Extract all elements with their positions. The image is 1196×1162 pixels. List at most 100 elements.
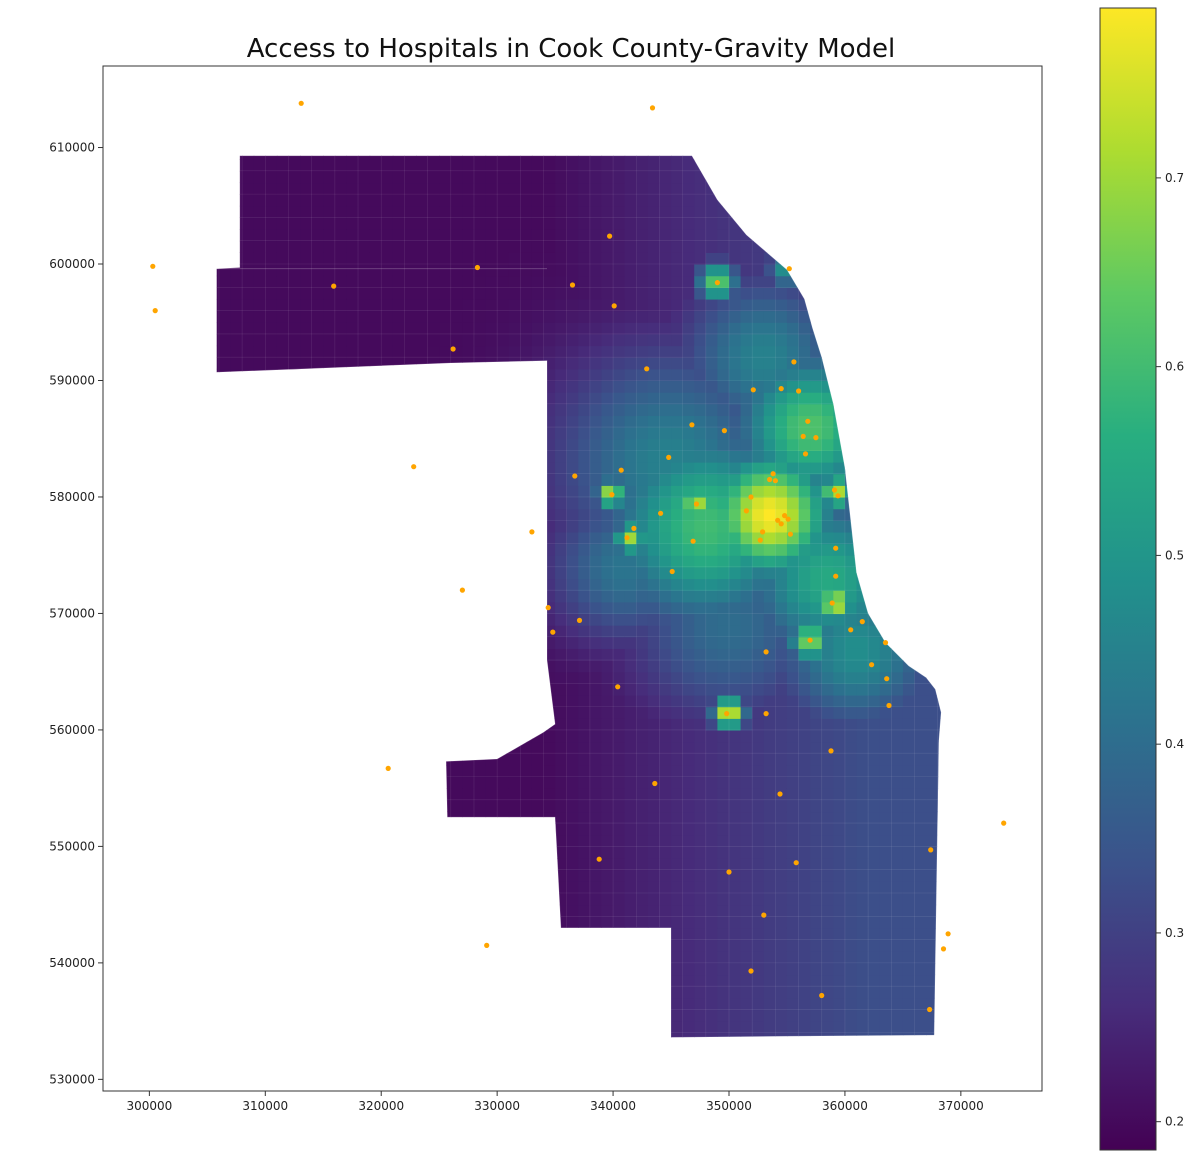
heat-cell xyxy=(601,264,614,277)
heat-cell xyxy=(856,450,869,463)
heat-cell xyxy=(914,252,927,265)
heat-cell xyxy=(566,380,579,393)
heat-cell xyxy=(508,462,521,475)
heat-cell xyxy=(798,718,811,731)
heat-cell xyxy=(740,799,753,813)
heat-cell xyxy=(485,264,498,277)
heat-cell xyxy=(381,753,394,766)
heat-cell xyxy=(589,155,603,160)
heat-cell xyxy=(671,648,684,661)
heat-cell xyxy=(694,939,707,952)
heat-cell xyxy=(914,287,927,300)
heat-cell xyxy=(879,788,892,801)
heat-cell xyxy=(624,590,637,603)
heat-cell xyxy=(601,799,614,813)
heat-cell xyxy=(462,625,475,638)
heat-cell xyxy=(404,986,417,999)
heat-cell xyxy=(937,601,942,615)
heat-cell xyxy=(346,357,359,370)
heat-cell xyxy=(833,869,846,882)
heat-cell xyxy=(253,170,266,184)
heat-cell xyxy=(218,287,232,300)
heat-cell xyxy=(786,694,800,708)
heat-cell xyxy=(450,217,463,230)
heat-cell xyxy=(369,764,382,778)
heat-cell xyxy=(937,566,942,580)
heat-cell xyxy=(276,252,290,265)
heat-cell xyxy=(381,357,394,370)
heat-cell xyxy=(369,1032,382,1038)
heat-cell xyxy=(926,450,939,463)
heat-cell xyxy=(902,403,916,417)
heat-cell xyxy=(786,601,800,615)
heat-cell xyxy=(752,788,765,801)
heat-cell xyxy=(230,869,243,882)
heat-cell xyxy=(230,776,243,789)
heat-cell xyxy=(891,718,904,731)
heat-cell xyxy=(729,170,742,184)
heat-cell xyxy=(624,322,637,335)
heat-cell xyxy=(914,310,927,323)
heat-cell xyxy=(543,380,556,393)
heat-cell xyxy=(323,170,336,184)
heat-cell xyxy=(891,496,904,510)
heat-cell xyxy=(647,729,661,743)
heat-cell xyxy=(566,450,579,463)
heat-cell xyxy=(937,427,942,440)
heat-cell xyxy=(334,671,348,684)
heat-cell xyxy=(937,974,942,987)
heat-cell xyxy=(439,986,452,999)
heat-cell xyxy=(555,776,568,789)
heat-cell xyxy=(636,508,649,521)
heat-cell xyxy=(740,939,753,952)
heat-cell xyxy=(578,392,591,405)
heat-cell xyxy=(705,1032,718,1038)
heat-cell xyxy=(265,473,278,486)
heat-cell xyxy=(578,322,591,335)
heat-cell xyxy=(531,951,545,964)
heat-cell xyxy=(300,799,313,813)
heat-cell xyxy=(300,671,313,684)
heat-cell xyxy=(613,1009,626,1022)
heat-cell xyxy=(216,427,220,440)
heat-cell xyxy=(613,438,626,451)
heat-cell xyxy=(416,496,429,510)
heat-cell xyxy=(462,858,475,871)
heat-cell xyxy=(613,939,626,952)
heat-cell xyxy=(462,345,475,358)
heat-cell xyxy=(450,846,463,859)
heat-cell xyxy=(508,182,521,195)
heat-cell xyxy=(520,601,533,615)
heat-cell xyxy=(902,916,916,929)
heat-cell xyxy=(613,694,626,708)
heat-cell xyxy=(821,275,834,288)
heat-cell xyxy=(810,182,823,195)
heat-cell xyxy=(253,706,266,719)
heat-cell xyxy=(508,508,521,521)
heat-cell xyxy=(230,380,243,393)
heat-cell xyxy=(868,718,881,731)
heat-cell xyxy=(497,508,510,521)
heat-cell xyxy=(485,159,498,172)
heat-cell xyxy=(450,462,463,475)
heat-cell xyxy=(427,729,440,743)
heat-cell xyxy=(334,799,348,813)
heat-cell xyxy=(392,155,405,160)
heat-cell xyxy=(218,974,232,987)
heat-cell xyxy=(392,881,405,894)
heat-cell xyxy=(497,555,510,568)
heat-cell xyxy=(705,962,718,976)
heat-cell xyxy=(647,962,661,976)
heat-cell xyxy=(300,357,313,370)
heat-cell xyxy=(508,799,521,813)
heat-cell xyxy=(439,380,452,393)
heat-cell xyxy=(613,380,626,393)
heat-cell xyxy=(392,671,405,684)
heat-cell xyxy=(450,159,463,172)
heat-cell xyxy=(497,403,510,417)
heat-cell xyxy=(891,683,904,696)
heat-cell xyxy=(705,706,718,719)
heat-cell xyxy=(717,310,730,323)
heat-cell xyxy=(473,858,487,871)
heat-cell xyxy=(485,194,498,207)
